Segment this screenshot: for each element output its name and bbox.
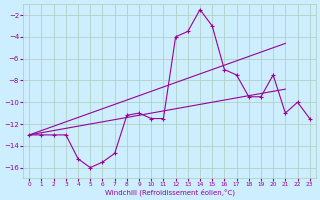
- X-axis label: Windchill (Refroidissement éolien,°C): Windchill (Refroidissement éolien,°C): [105, 188, 235, 196]
